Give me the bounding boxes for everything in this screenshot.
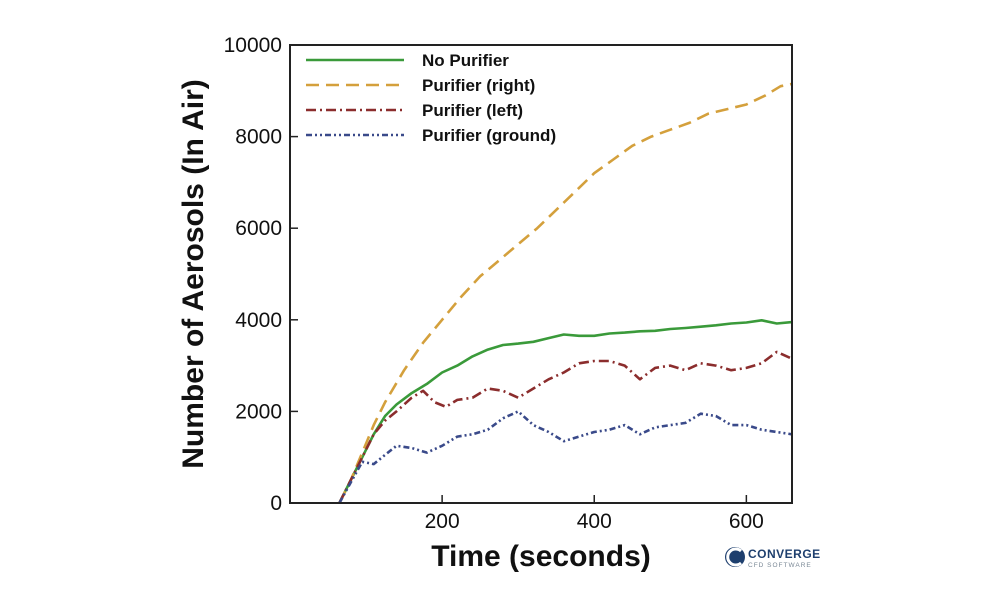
- y-tick-label: 6000: [235, 217, 282, 240]
- series-line-2: [338, 350, 792, 503]
- logo-name: CONVERGE: [748, 547, 821, 561]
- legend-label-2: Purifier (left): [422, 101, 523, 120]
- series-line-3: [338, 410, 792, 503]
- y-tick-label: 0: [270, 492, 282, 515]
- converge-logo: CONVERGE CFD SOFTWARE: [725, 547, 821, 569]
- y-axis-label: Number of Aerosols (In Air): [177, 79, 210, 468]
- x-tick-label: 400: [577, 510, 612, 533]
- legend: No Purifier Purifier (right) Purifier (lef…: [306, 51, 556, 145]
- y-tick-label: 10000: [224, 34, 282, 57]
- y-tick-label: 2000: [235, 400, 282, 423]
- logo-subtitle: CFD SOFTWARE: [748, 562, 812, 569]
- y-tick-label: 4000: [235, 309, 282, 332]
- x-tick-label: 600: [729, 510, 764, 533]
- series-line-0: [338, 319, 792, 503]
- y-tick-label: 8000: [235, 126, 282, 149]
- legend-label-1: Purifier (right): [422, 76, 535, 95]
- series-lines: [338, 82, 792, 503]
- series-line-1: [338, 82, 792, 503]
- converge-logo-swoosh: [726, 547, 742, 567]
- legend-label-3: Purifier (ground): [422, 126, 556, 145]
- x-axis-label: Time (seconds): [431, 540, 651, 573]
- legend-label-0: No Purifier: [422, 51, 509, 70]
- plot-frame: [289, 44, 793, 504]
- x-tick-label: 200: [425, 510, 460, 533]
